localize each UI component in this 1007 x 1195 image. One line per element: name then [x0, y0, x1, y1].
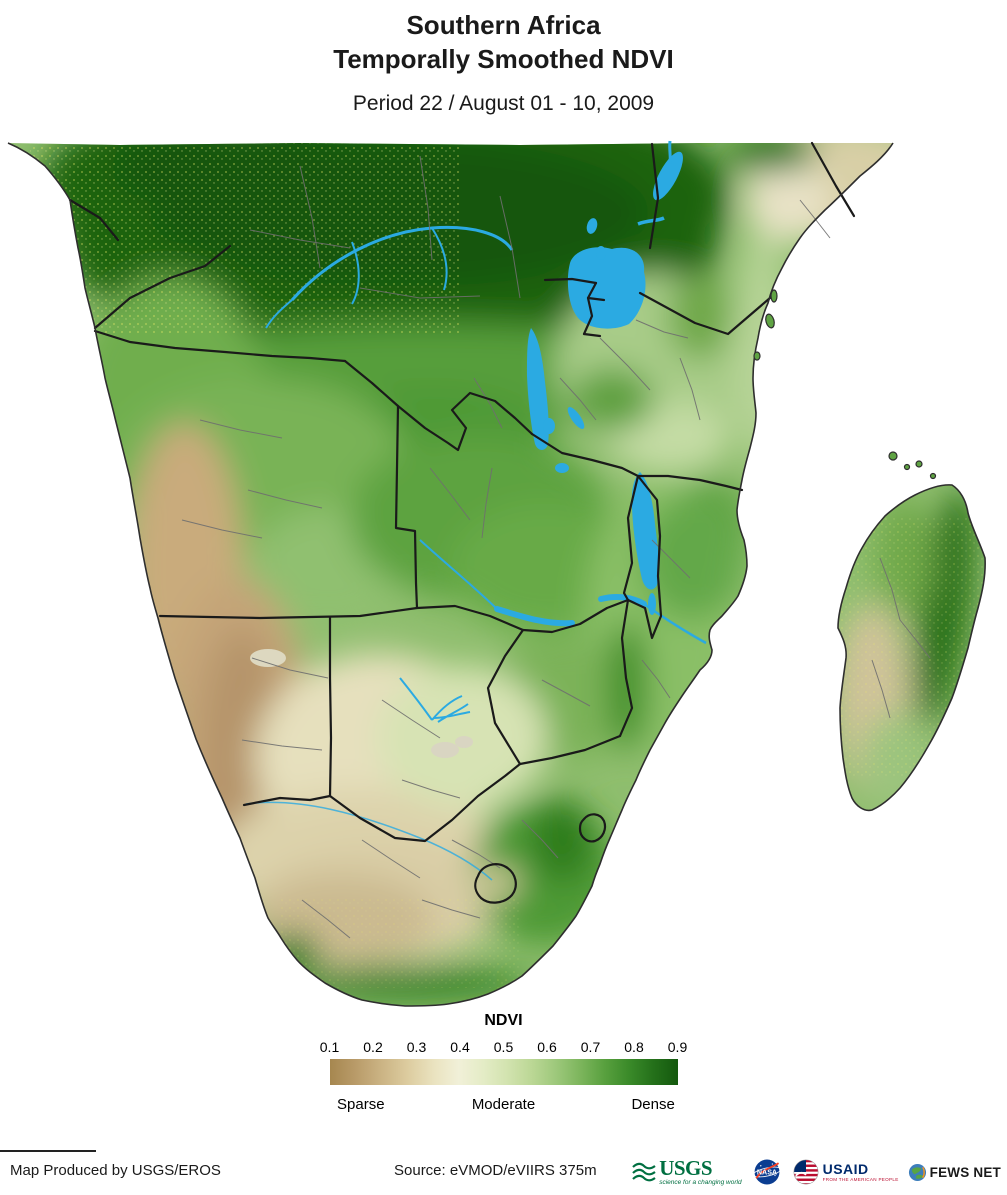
coastline	[7, 142, 986, 1007]
legend-tick: 0.1	[319, 1039, 340, 1055]
usaid-logo: USAID FROM THE AMERICAN PEOPLE	[792, 1158, 899, 1186]
legend-tick: 0.2	[363, 1039, 383, 1055]
agency-logos: USGS science for a changing world NASA	[632, 1152, 1001, 1192]
map-period-subtitle: Period 22 / August 01 - 10, 2009	[352, 92, 655, 115]
nasa-meatball-icon: NASA	[752, 1159, 781, 1185]
nasa-logo-text: NASA	[757, 1169, 777, 1177]
legend-category-labels: Sparse Moderate Dense	[330, 1096, 678, 1114]
map-title-line2: Temporally Smoothed NDVI	[333, 44, 674, 74]
country-borders	[68, 141, 856, 904]
ndvi-raster	[8, 143, 986, 1006]
islands	[753, 289, 937, 480]
legend-tick: 0.3	[406, 1039, 427, 1055]
usaid-logo-text: USAID	[822, 1160, 869, 1177]
usgs-wave-icon	[632, 1162, 656, 1182]
legend-tick: 0.4	[450, 1039, 470, 1055]
map-title-line1: Southern Africa	[406, 10, 601, 40]
map-canvas	[0, 138, 1007, 1015]
map-footer: Map Produced by USGS/EROS Source: eVMOD/…	[0, 1148, 1007, 1195]
fewsnet-globe-icon	[908, 1163, 926, 1181]
legend-tick: 0.5	[493, 1039, 514, 1055]
legend-tick: 0.7	[580, 1039, 601, 1055]
province-borders	[181, 155, 931, 939]
usgs-logo: USGS science for a changing world	[632, 1155, 742, 1187]
legend-tick: 0.9	[667, 1039, 688, 1055]
produced-by-text: Map Produced by USGS/EROS	[10, 1162, 221, 1179]
nasa-logo: NASA	[751, 1157, 783, 1187]
ndvi-map	[7, 140, 986, 1007]
usaid-logo-tagline: FROM THE AMERICAN PEOPLE	[822, 1176, 899, 1182]
legend-title: NDVI	[484, 1012, 523, 1029]
legend-tick: 0.6	[537, 1039, 557, 1055]
ndvi-color-ramp	[329, 1059, 678, 1085]
source-text: Source: eVMOD/eVIIRS 375m	[394, 1162, 597, 1179]
legend-label-dense: Dense	[631, 1096, 675, 1113]
lakes-and-rivers	[245, 140, 707, 881]
fewsnet-logo-text: FEWS NET	[929, 1164, 1001, 1180]
usgs-logo-tagline: science for a changing world	[659, 1178, 742, 1186]
usaid-flag-icon	[793, 1159, 819, 1185]
legend-tick: 0.8	[624, 1039, 644, 1055]
legend-label-sparse: Sparse	[337, 1096, 385, 1113]
legend-label-moderate: Moderate	[471, 1096, 536, 1113]
ndvi-legend: NDVI 0.1 0.2 0.3 0.4 0.5 0.6 0.7 0.8 0.9…	[320, 1012, 687, 1114]
map-header: Southern Africa Temporally Smoothed NDVI…	[0, 8, 1007, 116]
fewsnet-logo: FEWS NET	[908, 1163, 1001, 1182]
usgs-logo-text: USGS	[659, 1155, 713, 1180]
neatline	[0, 1150, 96, 1152]
legend-tick-labels: 0.1 0.2 0.3 0.4 0.5 0.6 0.7 0.8 0.9	[320, 1039, 687, 1056]
